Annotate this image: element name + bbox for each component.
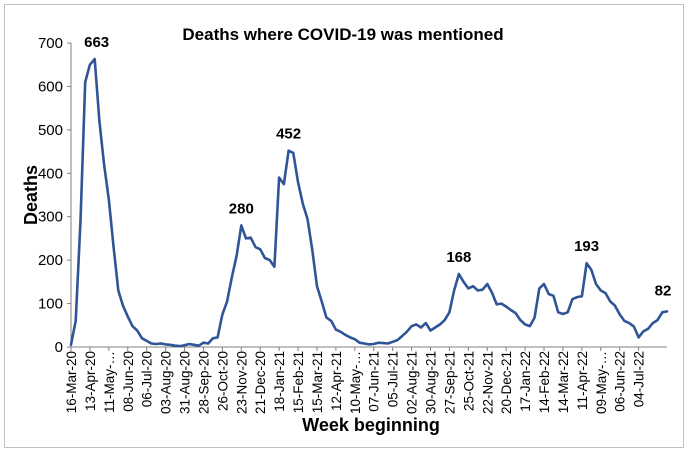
x-tick-label: 18-Jan-21 (272, 351, 287, 412)
x-tick-label: 31-Aug-20 (178, 351, 193, 414)
x-tick-label: 26-Oct-20 (215, 351, 230, 411)
deaths-series-line (69, 57, 669, 348)
x-tick-label: 14-Mar-22 (556, 351, 571, 413)
x-tick-label: 16-Mar-20 (64, 351, 79, 413)
x-axis-label: Week beginning (302, 415, 440, 435)
x-tick-label: 10-May-… (348, 351, 363, 414)
x-tick-label: 11-May-… (102, 351, 117, 413)
y-tick-label: 500 (38, 122, 63, 139)
x-tick-label: 28-Sep-20 (196, 351, 211, 414)
peak-label: 452 (276, 126, 301, 143)
peak-label: 168 (446, 249, 471, 266)
y-tick-label: 600 (38, 78, 63, 95)
chart-title: Deaths where COVID-19 was mentioned (182, 25, 503, 44)
x-tick-label: 13-Apr-20 (83, 351, 98, 411)
y-tick-label: 200 (38, 252, 63, 269)
x-tick-label: 06-Jun-22 (613, 351, 628, 412)
y-tick-label: 400 (38, 165, 63, 182)
x-tick-label: 15-Mar-21 (310, 351, 325, 413)
y-tick-label: 0 (55, 339, 63, 356)
x-tick-label: 08-Jun-20 (121, 351, 136, 412)
y-tick-label: 100 (38, 296, 63, 313)
peak-label: 280 (229, 200, 254, 217)
x-tick-label: 27-Sep-21 (442, 351, 457, 414)
x-tick-label: 21-Dec-20 (253, 351, 268, 414)
x-tick-label: 25-Oct-21 (461, 351, 476, 411)
y-tick-label: 700 (38, 35, 63, 52)
y-axis-label: Deaths (21, 165, 41, 225)
x-tick-label: 04-Jul-22 (632, 351, 647, 407)
x-tick-label: 11-Apr-22 (575, 351, 590, 410)
peak-label: 82 (655, 282, 672, 299)
x-tick-label: 23-Nov-20 (234, 351, 249, 414)
x-tick-label: 15-Feb-21 (291, 351, 306, 413)
x-tick-label: 05-Jul-21 (386, 351, 401, 407)
chart-frame: Deaths where COVID-19 was mentioned 0 100 2… (4, 4, 684, 448)
x-tick-label: 30-Aug-21 (423, 351, 438, 414)
x-tick-label: 14-Feb-22 (537, 351, 552, 413)
x-tick-label: 22-Nov-21 (480, 351, 495, 414)
peak-label: 193 (574, 238, 599, 255)
x-tick-label: 17-Jan-22 (518, 351, 533, 412)
peak-label: 663 (84, 34, 109, 51)
x-tick-label: 03-Aug-20 (159, 351, 174, 414)
x-tick-label: 02-Aug-21 (405, 351, 420, 414)
x-tick-label: 07-Jun-21 (367, 351, 382, 412)
x-tick-label: 20-Dec-21 (499, 351, 514, 414)
x-tick-label: 06-Jul-20 (140, 351, 155, 407)
y-tick-label: 300 (38, 209, 63, 226)
line-chart: Deaths where COVID-19 was mentioned 0 100 2… (21, 25, 672, 435)
x-tick-label: 09-May-… (594, 351, 609, 414)
x-tick-label: 12-Apr-21 (329, 351, 344, 411)
